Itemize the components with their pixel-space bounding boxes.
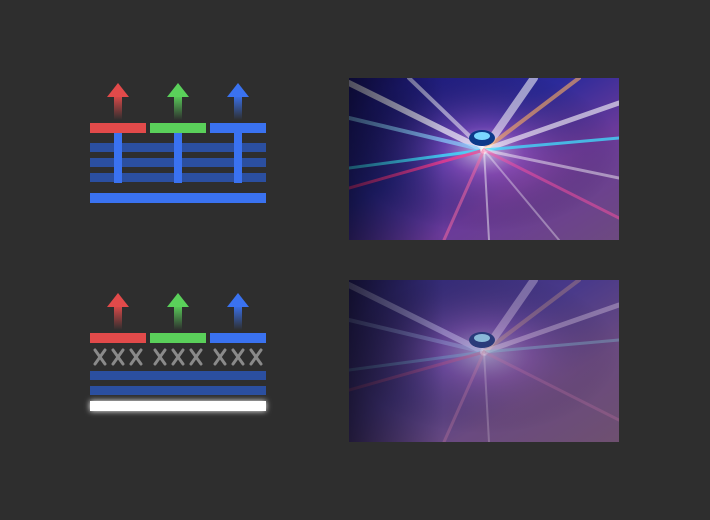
cross-icon [189, 348, 203, 366]
motion-blur-photo-vivid [349, 78, 619, 240]
cross-icon [231, 348, 245, 366]
light-path-red [114, 133, 122, 183]
green-filter [150, 123, 206, 133]
layer-1 [90, 371, 266, 380]
backlight-white [90, 401, 266, 411]
cross-icon [153, 348, 167, 366]
blue-filter [210, 333, 266, 343]
cross-icon [249, 348, 263, 366]
cross-icon [171, 348, 185, 366]
red-arrow-icon [107, 293, 129, 330]
motion-blur-photo-washed [349, 280, 619, 442]
light-path-blue [234, 133, 242, 183]
cross-icon [213, 348, 227, 366]
car-shape [469, 332, 495, 348]
blue-arrow-icon [227, 83, 249, 120]
cross-icon [93, 348, 107, 366]
cross-icon [129, 348, 143, 366]
blocked-marks [93, 348, 263, 366]
car-shape [469, 130, 495, 146]
backlight-blue [90, 193, 266, 203]
bottom-diagram [90, 293, 266, 411]
blue-arrow-icon [227, 293, 249, 330]
green-arrow-icon [167, 83, 189, 120]
red-filter [90, 123, 146, 133]
blue-filter [210, 123, 266, 133]
light-path-green [174, 133, 182, 183]
red-arrow-icon [107, 83, 129, 120]
cross-icon [111, 348, 125, 366]
green-arrow-icon [167, 293, 189, 330]
layer-2 [90, 386, 266, 395]
green-filter [150, 333, 206, 343]
top-diagram [90, 83, 266, 203]
red-filter [90, 333, 146, 343]
